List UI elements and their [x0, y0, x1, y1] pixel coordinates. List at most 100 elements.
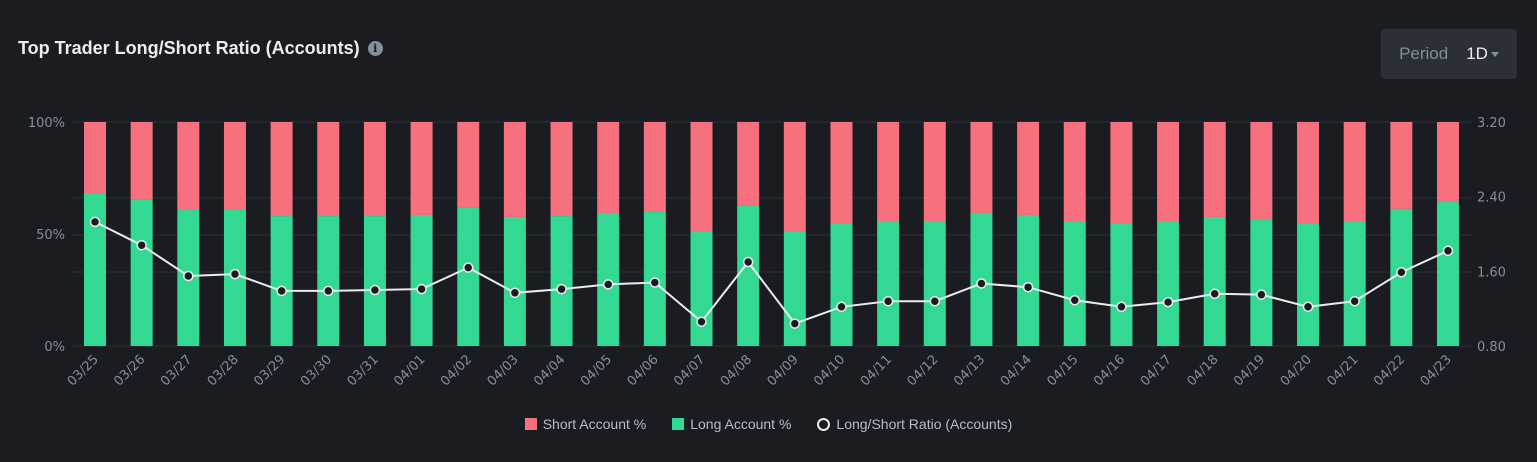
ratio-point [1442, 245, 1454, 257]
ratio-point [1396, 267, 1407, 278]
short-bar [783, 122, 806, 232]
period-label: Period [1399, 44, 1449, 63]
long-bar [130, 199, 153, 346]
short-bar [1390, 122, 1413, 209]
period-select[interactable]: Period 1D [1381, 29, 1517, 79]
short-bar [1297, 122, 1320, 224]
ratio-point [1209, 288, 1220, 299]
ratio-point [276, 285, 287, 297]
x-axis-tick: 04/14 [998, 352, 1035, 389]
long-bar [1437, 201, 1459, 346]
legend-long-label: Long Account % [690, 416, 792, 432]
ratio-point [742, 256, 754, 268]
long-bar [317, 216, 340, 346]
ratio-point [1349, 295, 1360, 307]
ratio-point [929, 295, 941, 307]
long-bar [503, 216, 526, 346]
long-bar [737, 205, 760, 346]
chart: 0% 50% 100% 0.80 1.60 2.40 3.20 03/25 03/26 03/27… [28, 116, 1506, 389]
x-axis-tick: 04/01 [391, 352, 428, 389]
ratio-point [649, 277, 661, 288]
short-bar [1110, 122, 1133, 224]
ratio-point [602, 279, 614, 290]
short-bar [1250, 122, 1273, 219]
x-axis-tick: 04/20 [1278, 352, 1315, 389]
long-bar [457, 207, 480, 346]
x-axis-tick: 04/13 [951, 352, 988, 389]
short-bar [1017, 122, 1040, 215]
short-bar [597, 122, 620, 213]
x-axis-tick: 03/26 [111, 352, 148, 389]
left-axis-tick: 100% [28, 116, 65, 131]
x-axis-tick: 03/28 [205, 352, 242, 389]
short-bar [1437, 122, 1459, 202]
x-axis-tick: 04/03 [485, 352, 522, 389]
ratio-point [136, 239, 147, 251]
x-axis-tick: 04/15 [1044, 352, 1081, 389]
x-axis-tick: 03/30 [298, 352, 335, 389]
short-bar [503, 122, 526, 217]
long-bar [690, 231, 713, 346]
long-bar [363, 216, 386, 346]
short-bar [130, 122, 153, 200]
short-bar [970, 122, 993, 213]
left-axis-tick: 50% [36, 228, 65, 243]
x-axis-tick: 04/09 [765, 352, 802, 389]
x-axis-tick: 03/29 [251, 352, 288, 389]
legend-ratio[interactable]: Long/Short Ratio (Accounts) [817, 416, 1012, 432]
long-bar [1297, 223, 1320, 346]
info-icon[interactable]: i [367, 41, 383, 56]
ratio-point [369, 284, 381, 296]
short-bar [177, 122, 200, 211]
short-bar [1203, 122, 1226, 217]
x-axis-tick: 04/12 [905, 352, 942, 389]
right-axis-tick: 1.60 [1477, 265, 1506, 280]
chart-title-text: Top Trader Long/Short Ratio (Accounts) [18, 38, 360, 58]
right-axis-tick: 0.80 [1477, 340, 1506, 355]
short-bar [410, 122, 433, 215]
x-axis-tick: 04/19 [1231, 352, 1268, 389]
ratio-point [1116, 301, 1127, 313]
x-axis-tick: 04/02 [438, 352, 475, 389]
long-bar [410, 214, 433, 346]
long-bar [877, 221, 900, 346]
ratio-point [976, 278, 987, 289]
ratio-point [1162, 296, 1174, 308]
short-bar [457, 122, 480, 208]
x-axis-tick: 04/08 [718, 352, 755, 389]
legend-long[interactable]: Long Account % [672, 416, 791, 432]
legend-short-label: Short Account % [542, 416, 647, 432]
ratio-point [696, 316, 707, 327]
ratio-point [1069, 295, 1081, 306]
ratio-point [416, 283, 427, 295]
x-axis-tick: 04/04 [531, 352, 568, 389]
right-axis-tick: 2.40 [1477, 191, 1506, 206]
ratio-point [462, 262, 474, 273]
ratio-point [323, 285, 334, 297]
x-axis-tick: 04/06 [625, 352, 662, 389]
right-axis-tick: 3.20 [1477, 116, 1506, 131]
short-bar [923, 122, 946, 222]
x-axis-tick: 03/31 [345, 352, 382, 389]
ratio-swatch [817, 417, 831, 431]
legend-short[interactable]: Short Account % [524, 416, 647, 432]
long-bar [1250, 218, 1273, 346]
long-bar [1017, 214, 1040, 346]
short-bar [550, 122, 573, 217]
x-axis-tick: 04/05 [578, 352, 615, 389]
short-bar [84, 122, 106, 194]
ratio-point [1256, 289, 1267, 300]
ratio-point [556, 283, 567, 295]
ratio-point [836, 301, 847, 313]
x-axis-tick: 04/11 [858, 352, 895, 389]
x-axis-tick: 04/22 [1371, 352, 1408, 389]
short-bar [1063, 122, 1086, 222]
short-bar [737, 122, 760, 206]
ratio-point [229, 268, 241, 280]
chart-title: Top Trader Long/Short Ratio (Accounts) i [18, 38, 383, 59]
short-bar [830, 122, 853, 224]
left-axis-tick: 0% [44, 340, 65, 355]
period-value: 1D [1466, 44, 1499, 64]
ratio-point [183, 270, 194, 282]
x-axis-tick: 04/17 [1138, 352, 1175, 389]
